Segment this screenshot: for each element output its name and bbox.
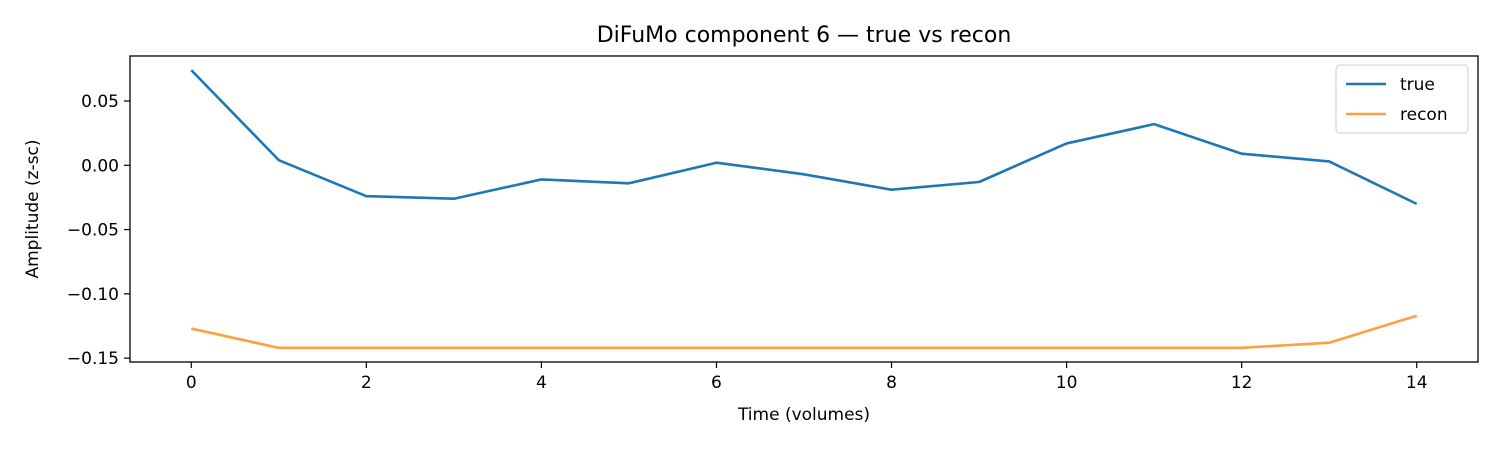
legend-label-recon: recon: [1400, 105, 1448, 125]
x-tick-label: 4: [536, 373, 547, 393]
x-tick-label: 12: [1231, 373, 1253, 393]
x-axis-label: Time (volumes): [737, 405, 870, 425]
y-tick-label: 0.00: [81, 156, 119, 176]
x-tick-label: 6: [711, 373, 722, 393]
x-tick-label: 14: [1406, 373, 1428, 393]
y-axis: 0.05 0.00 −0.05 −0.10 −0.15: [67, 92, 130, 369]
plot-area: [129, 55, 1479, 363]
x-tick-label: 10: [1056, 373, 1078, 393]
chart-title: DiFuMo component 6 — true vs recon: [597, 23, 1012, 48]
legend-label-true: true: [1400, 75, 1435, 95]
legend-box: [1335, 64, 1469, 134]
x-tick-label: 2: [361, 373, 372, 393]
y-tick-label: −0.10: [67, 285, 119, 305]
y-tick-label: 0.05: [81, 92, 119, 112]
series-line-true: [190, 69, 1418, 206]
y-tick-label: −0.05: [67, 221, 119, 241]
series-line-recon: [190, 314, 1418, 350]
plot-frame: [129, 55, 1479, 363]
x-axis: 0 2 4 6 8 10 12 14: [186, 362, 1428, 393]
y-axis-label: Amplitude (z-sc): [23, 139, 43, 278]
legend: true recon: [1335, 64, 1469, 134]
x-tick-label: 0: [186, 373, 197, 393]
x-tick-label: 8: [886, 373, 897, 393]
y-tick-label: −0.15: [67, 349, 119, 369]
